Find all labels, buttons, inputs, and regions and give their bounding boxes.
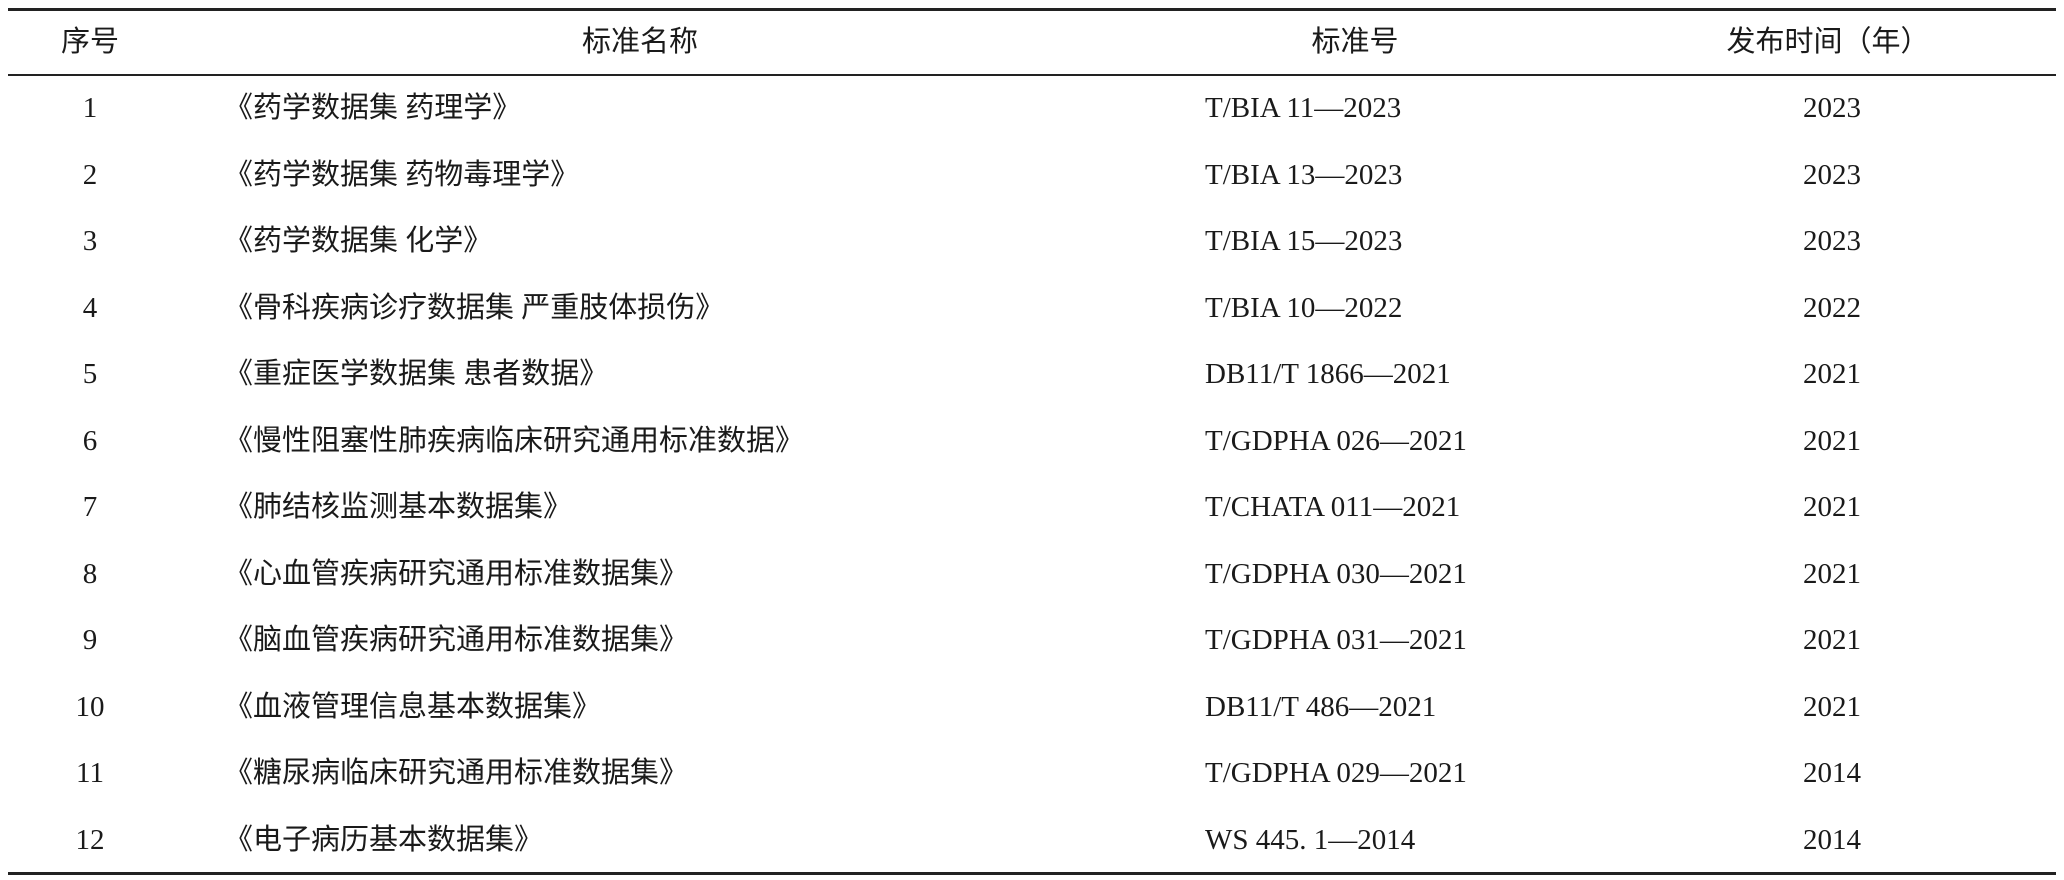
header-rule (8, 74, 2056, 76)
table-cell: 《糖尿病临床研究通用标准数据集》 (224, 757, 689, 789)
header-cell: 序号 (60, 26, 120, 58)
table-cell: 《电子病历基本数据集》 (224, 823, 544, 856)
table-cell: 2021 (1803, 690, 1861, 723)
table-cell: 9 (82, 624, 98, 656)
table-cell: 2014 (1803, 823, 1861, 856)
table-cell: 6 (82, 424, 98, 457)
table-cell: T/CHATA 011—2021 (1205, 491, 1461, 523)
table-cell: 2021 (1803, 424, 1861, 457)
table-cell: T/BIA 11—2023 (1205, 92, 1402, 124)
table-cell: T/BIA 10—2022 (1205, 291, 1403, 324)
table-cell: T/GDPHA 030—2021 (1205, 557, 1467, 590)
table-cell: T/BIA 13—2023 (1205, 158, 1403, 191)
table-cell: 《血液管理信息基本数据集》 (224, 690, 602, 723)
table-cell: 2021 (1803, 358, 1861, 390)
table-cell: 《心血管疾病研究通用标准数据集》 (224, 557, 689, 590)
table-cell: 2023 (1803, 158, 1861, 191)
table-cell: 7 (82, 491, 98, 523)
table-cell: 2 (82, 158, 98, 191)
table-cell: 2023 (1803, 92, 1861, 124)
table-cell: 《脑血管疾病研究通用标准数据集》 (224, 624, 689, 656)
table-cell: 2021 (1803, 557, 1861, 590)
table-cell: 3 (82, 225, 98, 257)
table-cell: T/GDPHA 031—2021 (1205, 624, 1467, 656)
table-cell: 2023 (1803, 225, 1861, 257)
table-cell: 2014 (1803, 757, 1861, 789)
table-cell: T/GDPHA 029—2021 (1205, 757, 1467, 789)
table-cell: 4 (82, 291, 98, 324)
table-cell: 《药学数据集 化学》 (224, 225, 493, 257)
table-cell: T/GDPHA 026—2021 (1205, 424, 1467, 457)
table-cell: 2021 (1803, 624, 1861, 656)
table-cell: 《药学数据集 药理学》 (224, 92, 522, 124)
table-cell: 11 (76, 757, 104, 789)
table-cell: 12 (75, 823, 105, 856)
bottom-rule (8, 872, 2056, 875)
table-cell: 《慢性阻塞性肺疾病临床研究通用标准数据》 (224, 424, 805, 457)
table-cell: 8 (82, 557, 98, 590)
table-cell: 2021 (1803, 491, 1861, 523)
header-cell: 标准名称 (581, 26, 699, 58)
table-cell: 《重症医学数据集 患者数据》 (224, 358, 609, 390)
table-cell: DB11/T 486—2021 (1205, 690, 1437, 723)
table-cell: 10 (75, 690, 105, 723)
top-rule (8, 8, 2056, 11)
table-cell: WS 445. 1—2014 (1205, 823, 1416, 856)
table-cell: 1 (82, 92, 98, 124)
table-cell: T/BIA 15—2023 (1205, 225, 1403, 257)
header-cell: 发布时间（年） (1726, 26, 1930, 58)
table-cell: 2022 (1803, 291, 1861, 324)
table-cell: 《肺结核监测基本数据集》 (224, 491, 573, 523)
table-cell: 《药学数据集 药物毒理学》 (224, 158, 580, 191)
table-cell: 5 (82, 358, 98, 390)
header-cell: 标准号 (1311, 26, 1399, 58)
table-cell: DB11/T 1866—2021 (1205, 358, 1451, 390)
table-cell: 《骨科疾病诊疗数据集 严重肢体损伤》 (224, 291, 725, 324)
